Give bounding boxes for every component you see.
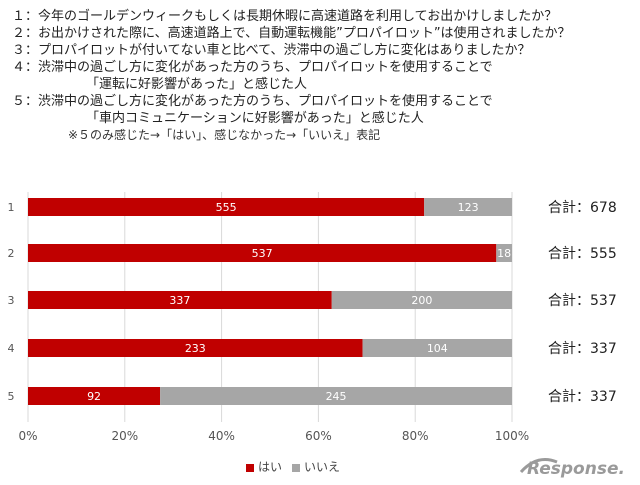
category-label: 3 <box>8 294 15 307</box>
data-label-yes: 555 <box>216 201 237 214</box>
data-label-no: 200 <box>411 294 432 307</box>
data-label-no: 18 <box>497 247 511 260</box>
x-tick-label: 40% <box>208 429 235 443</box>
total-label: 合計：337 <box>548 389 617 405</box>
bar-no <box>496 244 512 262</box>
legend-label-no: いいえ <box>304 460 341 474</box>
legend: はい いいえ <box>246 458 340 475</box>
total-label: 合計：537 <box>548 293 617 309</box>
question-1: １：今年のゴールデンウィークもしくは長期休暇に高速道路を利用してお出かけしました… <box>12 9 558 24</box>
bar-no <box>424 198 512 216</box>
data-label-no: 245 <box>326 390 347 403</box>
questions-block: １：今年のゴールデンウィークもしくは長期休暇に高速道路を利用してお出かけしました… <box>12 8 632 144</box>
question-5-cont: 「車内コミュニケーションに好影響があった」と感じた人 <box>86 111 424 126</box>
x-tick-label: 80% <box>402 429 429 443</box>
legend-swatch-yes <box>246 463 254 472</box>
data-label-yes: 233 <box>185 342 206 355</box>
bar-yes <box>28 198 425 216</box>
bar-no <box>331 291 512 309</box>
x-tick-label: 0% <box>18 429 37 443</box>
legend-swatch-no <box>292 463 301 472</box>
category-label: 1 <box>8 201 15 214</box>
data-label-no: 104 <box>427 342 448 355</box>
legend-label-yes: はい <box>258 460 283 474</box>
x-tick-label: 20% <box>111 429 138 443</box>
bar-no <box>160 387 513 405</box>
question-5: ５：渋滞中の過ごし方に変化があった方のうち、プロパイロットを使用することで <box>12 94 493 109</box>
question-3: ３：プロパイロットが付いてない車と比べて、渋滞中の過ごし方に変化はありましたか？ <box>12 43 531 58</box>
bar-yes <box>28 387 161 405</box>
question-4-cont: 「運転に好影響があった」と感じた人 <box>86 77 308 92</box>
bar-yes <box>28 339 363 357</box>
x-tick-label: 60% <box>305 429 332 443</box>
bar-no <box>362 339 512 357</box>
data-label-yes: 337 <box>169 294 190 307</box>
footnote: ※５のみ感じた→「はい」、感じなかった→「いいえ」表記 <box>68 128 381 142</box>
logo-swoosh <box>519 458 558 474</box>
total-label: 合計：678 <box>548 200 617 216</box>
question-4: ４：渋滞中の過ごし方に変化があった方のうち、プロパイロットを使用することで <box>12 60 493 75</box>
logo-text: Response. <box>527 459 625 479</box>
total-label: 合計：337 <box>548 341 617 357</box>
category-label: 2 <box>8 247 15 260</box>
bar-yes <box>28 291 332 309</box>
legend-item-yes: はい <box>246 458 282 475</box>
data-label-no: 123 <box>458 201 479 214</box>
bar-yes <box>28 244 497 262</box>
x-tick-label: 100% <box>495 429 529 443</box>
data-label-yes: 537 <box>252 247 273 260</box>
total-label: 合計：555 <box>548 246 617 262</box>
legend-item-no: いいえ <box>292 458 340 475</box>
category-label: 5 <box>8 390 15 403</box>
category-label: 4 <box>8 342 15 355</box>
response-logo: Response. <box>519 458 625 479</box>
data-label-yes: 92 <box>87 390 101 403</box>
question-2: ２：お出かけされた際に、高速道路上で、自動運転機能”プロパイロット”は使用されま… <box>12 26 571 41</box>
